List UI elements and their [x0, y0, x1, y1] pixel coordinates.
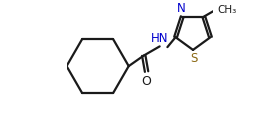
- Text: CH₃: CH₃: [218, 5, 237, 15]
- Text: O: O: [142, 75, 151, 88]
- Text: S: S: [191, 52, 198, 65]
- Text: N: N: [176, 2, 185, 15]
- Text: HN: HN: [151, 32, 168, 45]
